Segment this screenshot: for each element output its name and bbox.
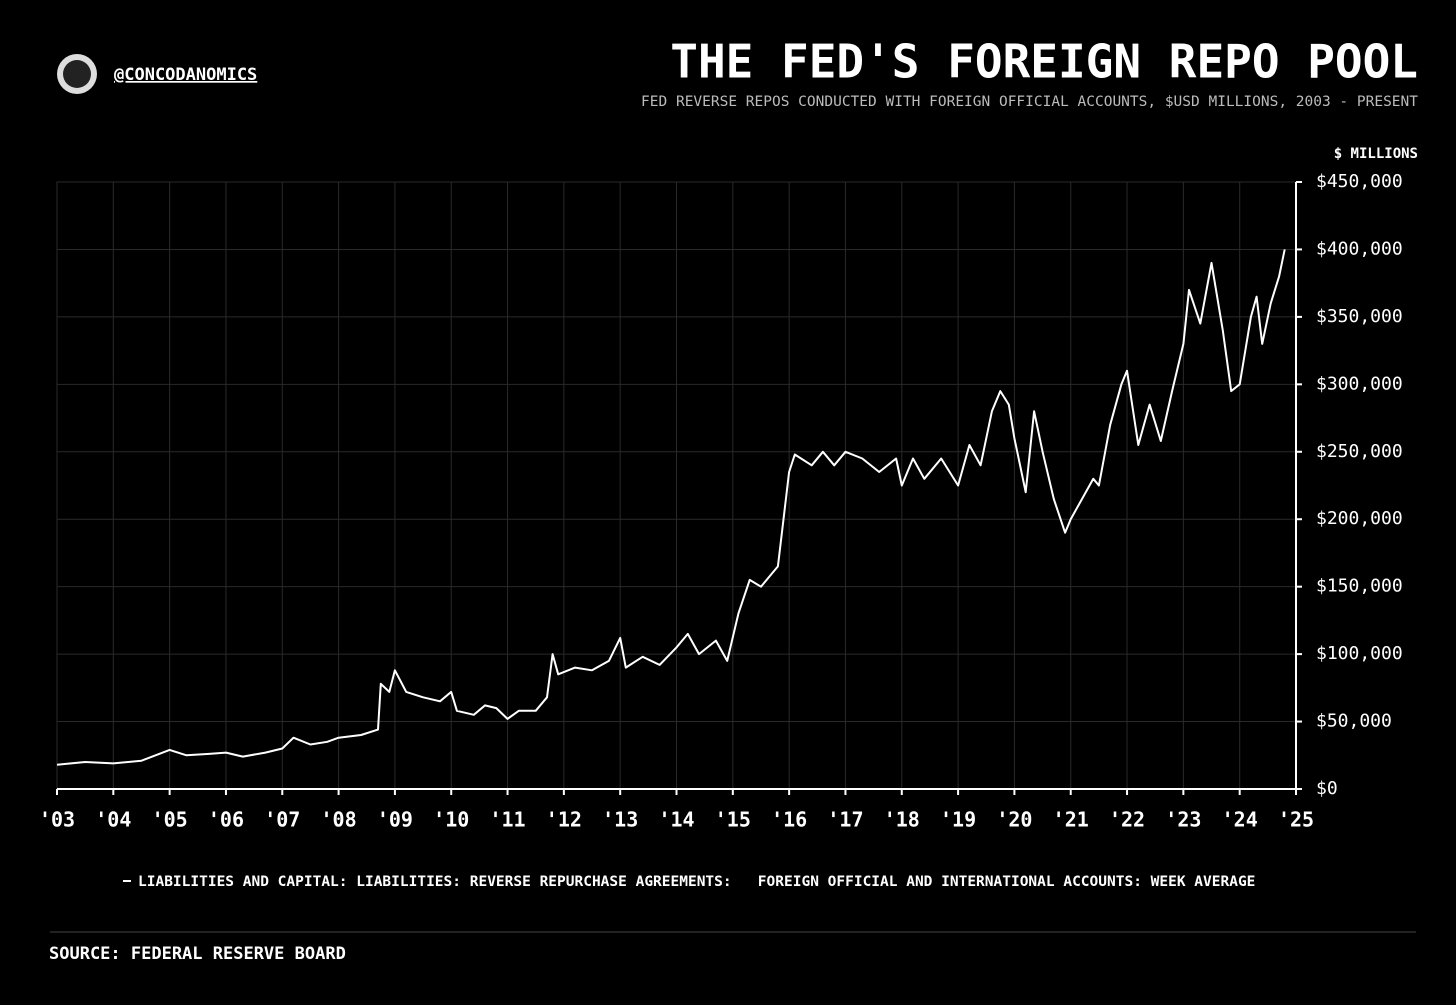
x-tick-label: '10 — [433, 808, 469, 832]
y-tick-label: $0 — [1316, 778, 1338, 799]
x-tick-label: '14 — [658, 808, 694, 832]
x-tick-label: '11 — [489, 808, 525, 832]
x-tick-label: '16 — [771, 808, 807, 832]
x-tick-label: '08 — [321, 808, 357, 832]
y-tick-label: $400,000 — [1316, 238, 1403, 259]
y-tick-label: $150,000 — [1316, 576, 1403, 597]
y-tick-label: $200,000 — [1316, 508, 1403, 529]
y-tick-label: $100,000 — [1316, 643, 1403, 664]
chart-title: THE FED'S FOREIGN REPO POOL — [670, 35, 1418, 89]
source: SOURCE: FEDERAL RESERVE BOARD — [49, 944, 346, 964]
x-tick-label: '03 — [39, 808, 75, 832]
x-tick-label: '06 — [208, 808, 244, 832]
x-tick-label: '21 — [1053, 808, 1089, 832]
x-tick-label: '22 — [1109, 808, 1145, 832]
x-tick-label: '18 — [884, 808, 920, 832]
chart-subtitle: FED REVERSE REPOS CONDUCTED WITH FOREIGN… — [641, 94, 1418, 110]
series-line — [56, 249, 1286, 766]
x-tick-label: '20 — [996, 808, 1032, 832]
y-tick-label: $350,000 — [1316, 306, 1403, 327]
x-tick-label: '09 — [377, 808, 413, 832]
legend-label: LIABILITIES AND CAPITAL: LIABILITIES: RE… — [138, 874, 1255, 890]
y-axis-label: $ MILLIONS — [1334, 146, 1418, 162]
x-tick-label: '12 — [546, 808, 582, 832]
avatar-figure — [63, 60, 91, 88]
handle: @CONCODANOMICS — [114, 65, 257, 85]
x-tick-label: '17 — [827, 808, 863, 832]
y-tick-label: $300,000 — [1316, 373, 1403, 394]
x-tick-label: '04 — [95, 808, 131, 832]
y-tick-label: $250,000 — [1316, 441, 1403, 462]
x-tick-label: '15 — [715, 808, 751, 832]
x-tick-label: '05 — [152, 808, 188, 832]
x-tick-label: '13 — [602, 808, 638, 832]
x-tick-label: '23 — [1165, 808, 1201, 832]
x-tick-label: '07 — [264, 808, 300, 832]
x-tick-label: '24 — [1222, 808, 1258, 832]
y-tick-label: $50,000 — [1316, 711, 1392, 732]
x-tick-label: '25 — [1278, 808, 1314, 832]
x-tick-label: '19 — [940, 808, 976, 832]
y-tick-label: $450,000 — [1316, 171, 1403, 192]
